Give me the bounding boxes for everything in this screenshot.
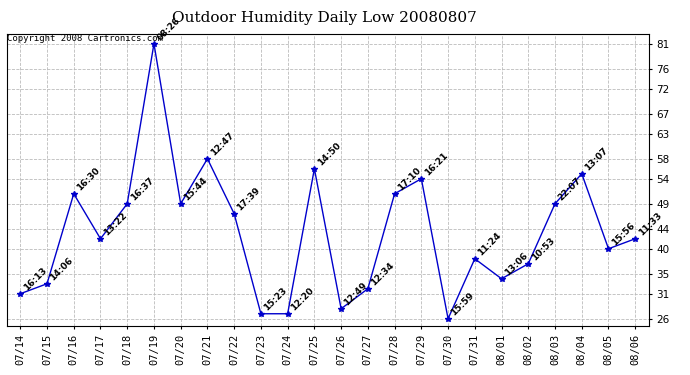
Text: 08:26: 08:26 (155, 16, 182, 42)
Text: 15:44: 15:44 (182, 176, 209, 202)
Text: 13:06: 13:06 (503, 251, 529, 278)
Text: 16:13: 16:13 (21, 266, 48, 292)
Text: 16:30: 16:30 (75, 166, 101, 192)
Text: 13:07: 13:07 (583, 146, 610, 172)
Text: 12:34: 12:34 (369, 261, 396, 287)
Text: 17:10: 17:10 (396, 166, 422, 192)
Text: 10:53: 10:53 (530, 236, 556, 262)
Text: 12:47: 12:47 (209, 130, 235, 158)
Text: 16:37: 16:37 (128, 176, 155, 202)
Text: 17:39: 17:39 (235, 186, 262, 212)
Text: 15:23: 15:23 (262, 286, 289, 312)
Text: 15:59: 15:59 (449, 291, 476, 317)
Text: 14:06: 14:06 (48, 256, 75, 282)
Text: 11:24: 11:24 (476, 231, 503, 257)
Text: 13:22: 13:22 (102, 211, 128, 237)
Text: 12:49: 12:49 (342, 280, 369, 308)
Text: Outdoor Humidity Daily Low 20080807: Outdoor Humidity Daily Low 20080807 (172, 11, 477, 25)
Text: 22:07: 22:07 (556, 176, 583, 203)
Text: 12:20: 12:20 (289, 286, 315, 312)
Text: 15:56: 15:56 (610, 221, 636, 248)
Text: 11:33: 11:33 (637, 211, 663, 237)
Text: 14:50: 14:50 (316, 141, 342, 167)
Text: 16:21: 16:21 (423, 151, 449, 177)
Text: Copyright 2008 Cartronics.com: Copyright 2008 Cartronics.com (7, 34, 163, 43)
